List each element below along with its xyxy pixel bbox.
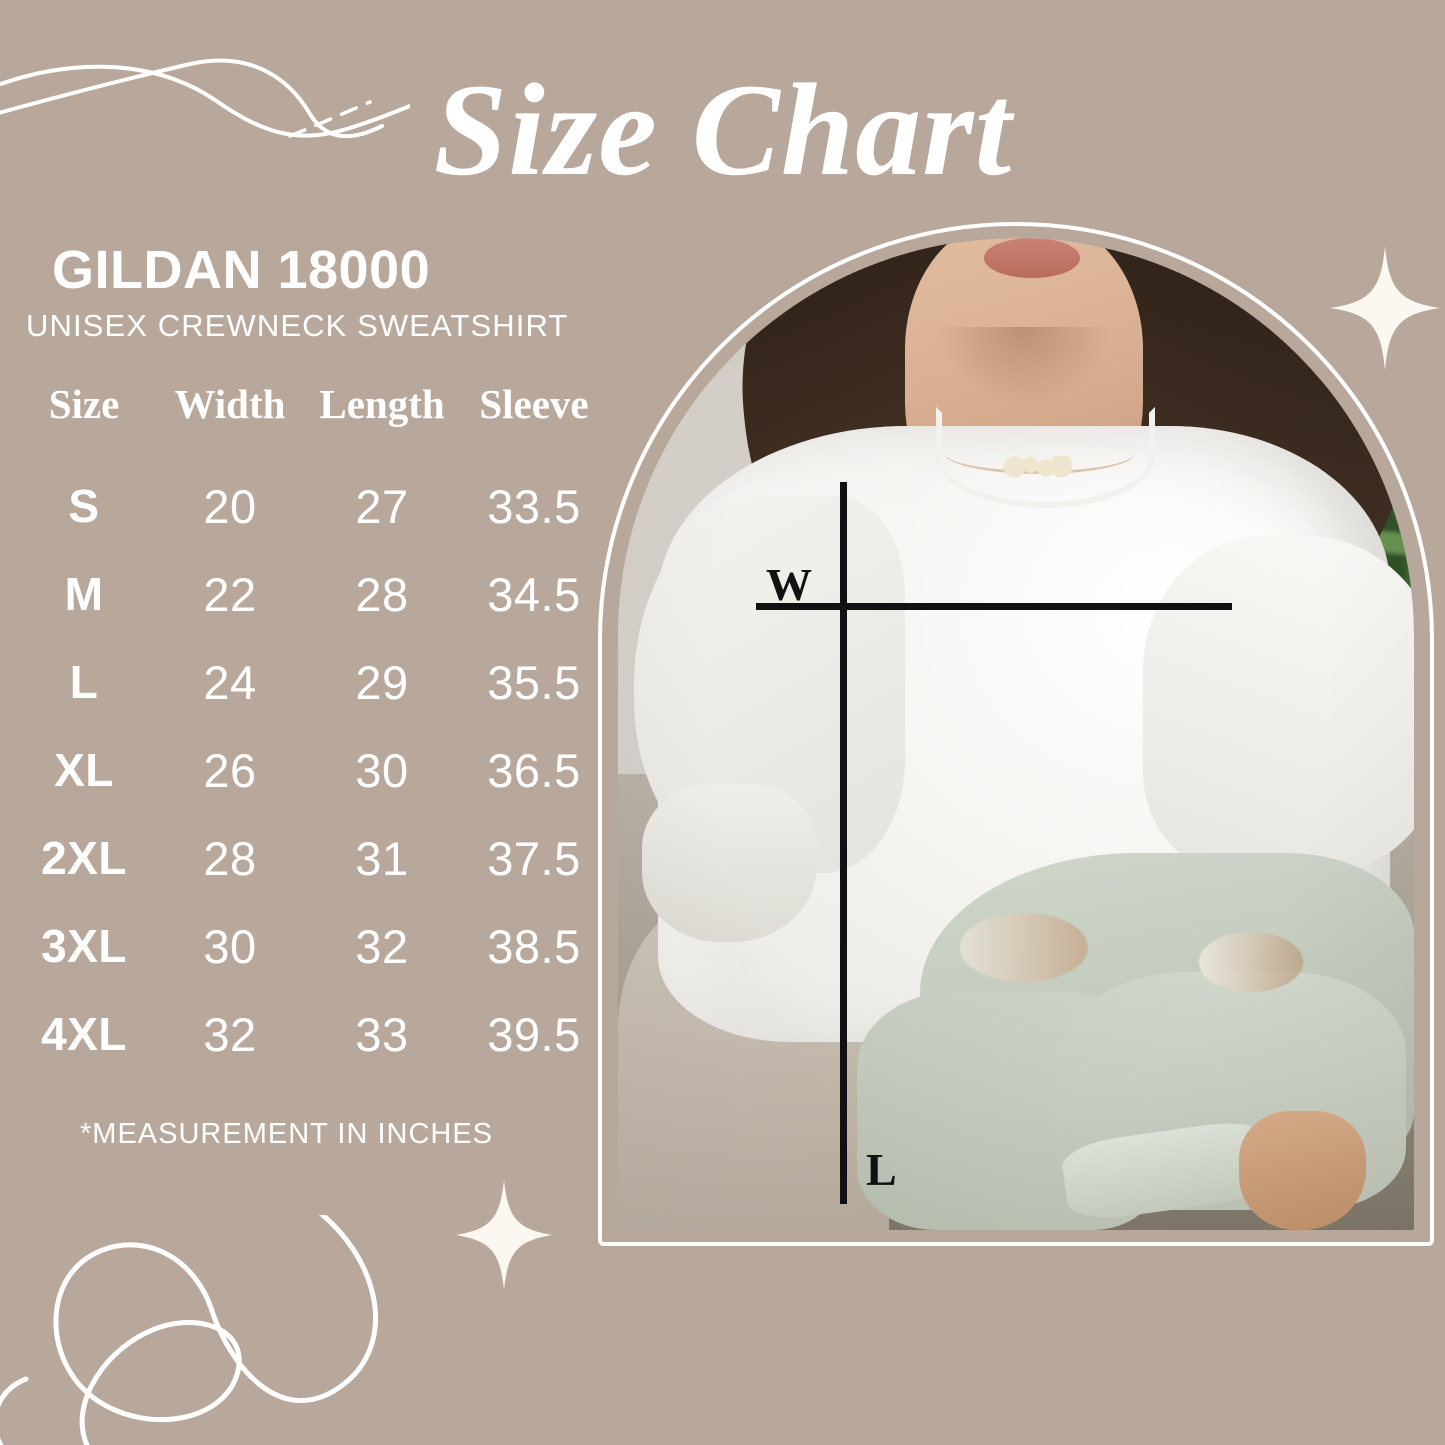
cell-size: S [68,480,100,532]
measurement-unit-note: *MEASUREMENT IN INCHES [80,1118,494,1150]
product-brand-model: GILDAN 18000 [52,240,431,300]
cell-sleeve: 37.5 [487,831,581,885]
cell-sleeve: 35.5 [487,655,581,709]
cell-size: L [69,656,99,708]
arch-frame-border [598,222,1434,1246]
sparkle-star-icon [456,1180,552,1290]
cell-sleeve: 33.5 [487,479,581,533]
page-title: Size Chart [0,48,1445,223]
table-row: L 24 29 35.5 [14,638,610,726]
cell-sleeve: 36.5 [487,743,581,797]
column-header-length: Length [319,381,445,427]
loop-doodle-icon [0,1215,378,1445]
cell-length: 33 [355,1007,409,1061]
cell-size: 3XL [41,920,127,972]
cell-width: 20 [203,479,257,533]
cell-width: 26 [203,743,257,797]
cell-length: 29 [355,655,409,709]
product-description: UNISEX CREWNECK SWEATSHIRT [26,308,569,343]
page-title-text: Size Chart [433,56,1014,203]
cell-size: XL [54,744,114,796]
table-row: XL 26 30 36.5 [14,726,610,814]
cell-length: 31 [355,831,409,885]
table-row: 4XL 32 33 39.5 [14,990,610,1078]
cell-sleeve: 39.5 [487,1007,581,1061]
cell-length: 28 [355,567,409,621]
column-header-width: Width [174,381,286,427]
cell-width: 32 [203,1007,257,1061]
table-header-row: Size Width Length Sleeve [14,380,610,462]
cell-length: 30 [355,743,409,797]
cell-sleeve: 38.5 [487,919,581,973]
cell-length: 32 [355,919,409,973]
cell-sleeve: 34.5 [487,567,581,621]
cell-width: 24 [203,655,257,709]
size-table: Size Width Length Sleeve S 20 27 33.5 M … [14,380,610,1078]
table-row: S 20 27 33.5 [14,462,610,550]
cell-width: 22 [203,567,257,621]
cell-width: 30 [203,919,257,973]
column-header-size: Size [48,381,120,427]
cell-length: 27 [355,479,409,533]
cell-size: 4XL [41,1008,127,1060]
table-row: 3XL 30 32 38.5 [14,902,610,990]
cell-width: 28 [203,831,257,885]
column-header-sleeve: Sleeve [479,381,589,427]
table-row: M 22 28 34.5 [14,550,610,638]
table-row: 2XL 28 31 37.5 [14,814,610,902]
cell-size: 2XL [41,832,127,884]
cell-size: M [64,568,104,620]
